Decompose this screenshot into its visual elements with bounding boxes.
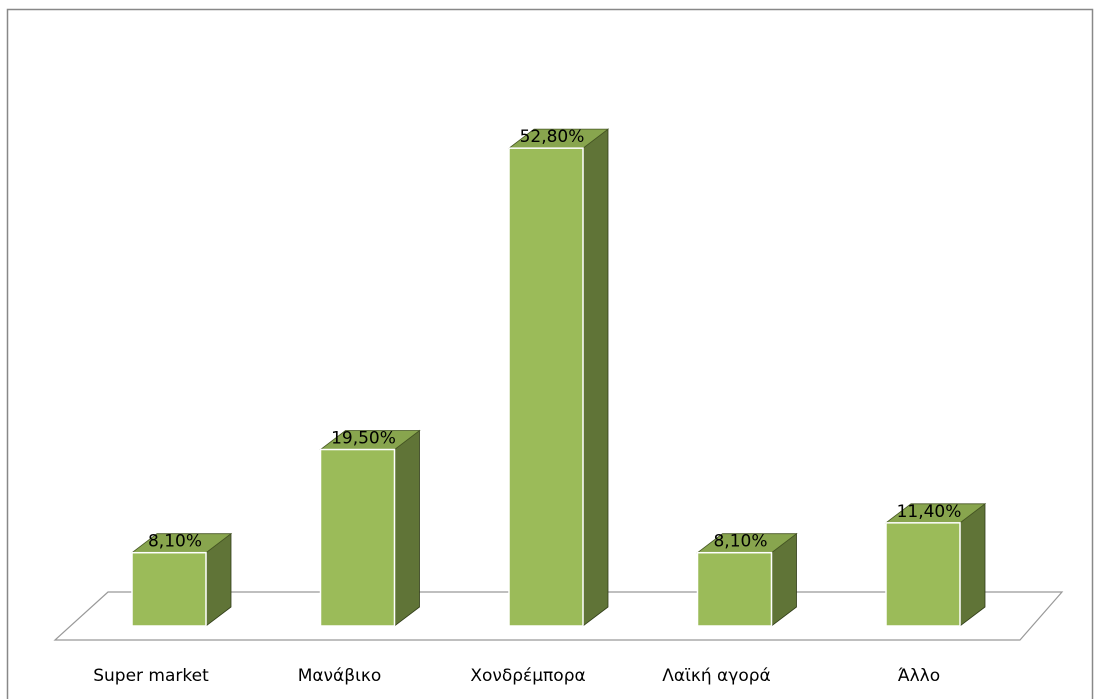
data-label: 8,10%: [148, 532, 202, 552]
data-label: 19,50%: [331, 429, 396, 449]
x-tick-label: Μανάβικο: [298, 666, 382, 686]
bar: [696, 551, 773, 627]
bar: [885, 522, 961, 627]
bar-side: [582, 128, 609, 627]
x-tick-label: Λαϊκή αγορά: [662, 666, 770, 686]
bar-side: [959, 503, 986, 627]
data-label: 8,10%: [713, 532, 767, 552]
data-label: 52,80%: [520, 127, 585, 147]
x-tick-label: Άλλο: [898, 666, 940, 686]
data-label: 11,40%: [897, 502, 962, 522]
bar: [508, 147, 584, 627]
bar: [131, 551, 207, 627]
x-tick-label: Super market: [93, 666, 209, 686]
bar-side: [394, 429, 420, 627]
x-tick-label: Χονδρέμπορα: [470, 666, 585, 686]
bar: [319, 448, 396, 627]
